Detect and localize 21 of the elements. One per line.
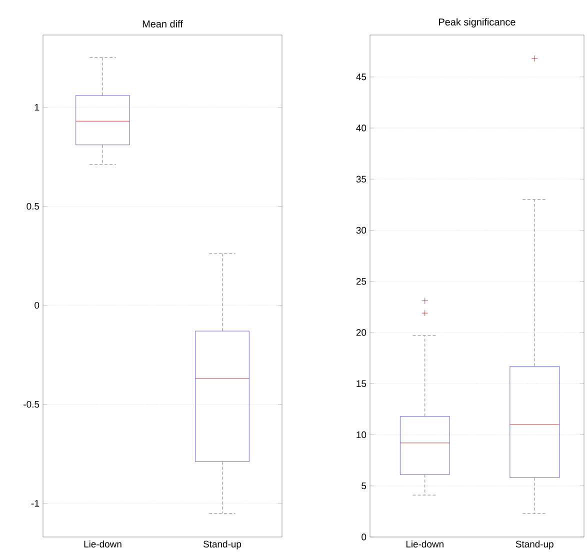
chart-title: Peak significance <box>439 18 516 28</box>
y-tick-label: 15 <box>356 380 366 387</box>
y-tick-label: 0 <box>362 534 366 540</box>
x-tick-label: Lie-down <box>406 540 444 548</box>
y-tick-label: 40 <box>356 124 366 132</box>
y-tick-label: 45 <box>356 74 366 80</box>
x-tick-label: Stand-up <box>516 540 554 550</box>
x-tick-label: Lie-down <box>84 540 122 548</box>
y-tick-label: 5 <box>362 482 366 490</box>
y-tick-label: 0 <box>34 302 40 309</box>
x-tick-label: Stand-up <box>203 540 242 550</box>
y-tick-label: 10 <box>356 431 366 438</box>
y-tick-label: 30 <box>356 226 366 234</box>
y-tick-label: 1 <box>34 104 40 111</box>
y-tick-label: -1 <box>31 500 40 507</box>
y-tick-label: 35 <box>356 176 366 183</box>
y-tick-label: 25 <box>356 278 366 285</box>
chart-title: Mean diff <box>142 20 183 28</box>
y-tick-label: -0.5 <box>24 400 40 408</box>
y-tick-label: 0.5 <box>26 202 40 210</box>
y-tick-label: 20 <box>356 329 366 336</box>
